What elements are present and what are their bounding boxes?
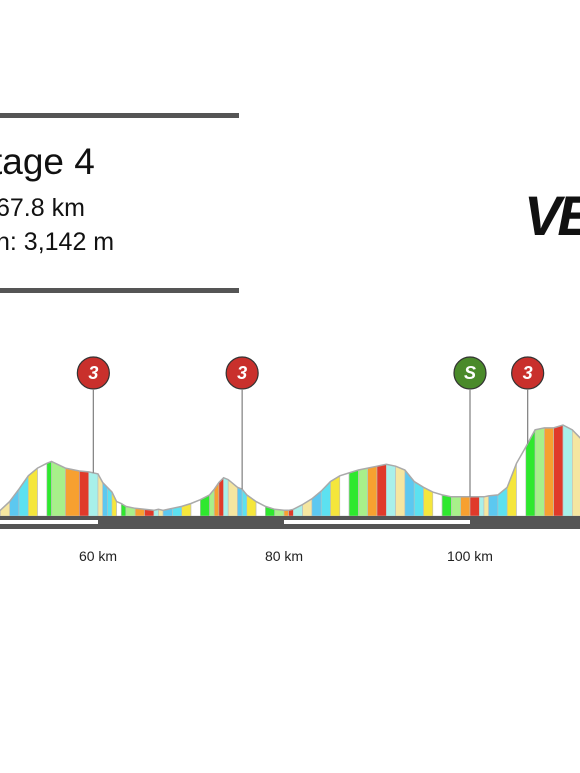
profile-segment	[218, 476, 224, 517]
stage-elevation: n: 3,142 m	[0, 228, 115, 256]
profile-segment	[451, 496, 462, 517]
profile-segment	[562, 424, 573, 517]
profile-segment	[330, 475, 341, 517]
climb-badge	[76, 356, 110, 390]
climb-marker: 3	[225, 356, 259, 490]
profile-segment	[483, 495, 489, 517]
climb-markers: 333S3	[76, 356, 545, 497]
profile-segment	[460, 496, 471, 517]
profile-segment	[237, 486, 243, 517]
profile-segment	[46, 460, 52, 517]
profile-segment	[376, 463, 387, 517]
profile-segment	[88, 471, 99, 517]
profile-segment	[348, 469, 359, 517]
profile-segment	[385, 463, 396, 517]
header-rule-bottom	[0, 288, 239, 293]
profile-segment	[51, 460, 66, 517]
brand-logo: VE	[524, 184, 580, 247]
profile-segment	[441, 494, 452, 517]
profile-segment	[534, 427, 545, 517]
climb-marker: 3	[76, 356, 110, 473]
profile-segment	[65, 467, 80, 517]
road-stripe	[284, 520, 470, 524]
profile-segment	[469, 496, 480, 517]
profile-segment	[339, 472, 350, 517]
profile-segment	[432, 491, 443, 517]
stage-distance: 67.8 km	[0, 194, 85, 222]
profile-segment	[571, 429, 580, 517]
climb-marker: 3	[511, 356, 545, 444]
km-tick-label: 100 km	[447, 548, 493, 564]
profile-segment	[506, 463, 517, 517]
road-stripe	[0, 520, 98, 524]
road-bar	[0, 516, 580, 529]
profile-segment	[544, 427, 555, 517]
profile-segment	[37, 462, 48, 517]
profile-segment	[478, 496, 485, 517]
profile-segments	[0, 424, 580, 517]
profile-segment	[367, 465, 378, 517]
climb-category-label: S	[464, 363, 476, 383]
profile-segment	[79, 470, 89, 517]
profile-segment	[223, 477, 229, 517]
climb-badge	[511, 356, 545, 390]
profile-segment	[516, 445, 527, 517]
profile-segment	[553, 424, 564, 517]
profile-segment	[358, 467, 369, 517]
profile-segment	[227, 478, 238, 517]
climb-badge	[225, 356, 259, 390]
stage-title: tage 4	[0, 141, 95, 182]
profile-segment	[395, 465, 406, 517]
profile-segment	[488, 494, 499, 517]
profile-segment	[283, 509, 289, 517]
climb-marker: S	[453, 356, 487, 497]
climb-category-label: 3	[88, 363, 98, 383]
km-tick-labels: 60 km 80 km 100 km	[79, 548, 493, 564]
header-rule-top	[0, 113, 239, 118]
profile-segment	[9, 488, 20, 517]
km-tick-label: 60 km	[79, 548, 117, 564]
km-tick-label: 80 km	[265, 548, 303, 564]
profile-outline	[0, 424, 580, 512]
climb-category-label: 3	[237, 363, 247, 383]
climb-category-label: 3	[523, 363, 533, 383]
climb-badge	[453, 356, 487, 390]
